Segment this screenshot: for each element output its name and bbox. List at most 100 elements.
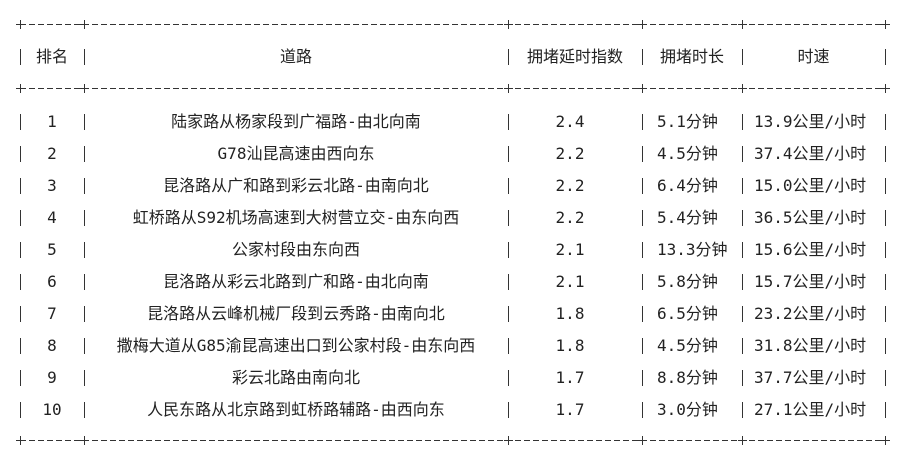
column-separator	[742, 146, 743, 162]
cell-rank: 4	[47, 208, 57, 227]
table-row: 4 虹桥路从S92机场高速到大树营立交-由东向西 2.2 5.4分钟 36.5公里/小时	[0, 202, 905, 234]
cell-duration: 6.5分钟	[657, 304, 718, 323]
cell-road: 人民东路从北京路到虹桥路辅路-由西向东	[147, 400, 445, 419]
column-separator	[508, 210, 509, 226]
header-row: 排名 道路 拥堵延时指数 拥堵时长 时速	[0, 41, 905, 73]
column-separator	[885, 338, 886, 354]
column-separator	[20, 242, 21, 258]
table-row: 9 彩云北路由南向北 1.7 8.8分钟 37.7公里/小时	[0, 362, 905, 394]
column-separator	[885, 242, 886, 258]
cell-road: 撒梅大道从G85渝昆高速出口到公家村段-由东向西	[116, 336, 476, 355]
cell-road: G78汕昆高速由西向东	[217, 144, 375, 163]
column-separator	[508, 242, 509, 258]
border-corner	[16, 436, 25, 445]
cell-rank: 8	[47, 336, 57, 355]
column-separator	[20, 146, 21, 162]
column-separator	[742, 114, 743, 130]
column-separator	[20, 306, 21, 322]
column-separator	[885, 370, 886, 386]
cell-index: 1.7	[555, 400, 585, 419]
cell-index: 1.8	[555, 336, 585, 355]
cell-speed: 15.6公里/小时	[754, 240, 867, 259]
header-road: 道路	[279, 47, 312, 66]
cell-rank: 7	[47, 304, 57, 323]
cell-duration: 3.0分钟	[657, 400, 718, 419]
column-separator	[20, 210, 21, 226]
border-corner	[738, 20, 747, 29]
table-row: 8 撒梅大道从G85渝昆高速出口到公家村段-由东向西 1.8 4.5分钟 31.8公里/…	[0, 330, 905, 362]
column-separator	[742, 242, 743, 258]
column-separator	[20, 402, 21, 418]
cell-speed: 23.2公里/小时	[754, 304, 867, 323]
border-corner	[638, 84, 647, 93]
column-separator	[885, 178, 886, 194]
column-separator	[508, 178, 509, 194]
header-rank: 排名	[35, 47, 68, 66]
column-separator	[742, 338, 743, 354]
border-corner	[638, 436, 647, 445]
column-separator	[20, 178, 21, 194]
cell-duration: 5.4分钟	[657, 208, 718, 227]
column-separator	[885, 114, 886, 130]
border-corner	[504, 20, 513, 29]
cell-duration: 4.5分钟	[657, 144, 718, 163]
cell-duration: 8.8分钟	[657, 368, 718, 387]
border-corner	[16, 20, 25, 29]
cell-index: 2.2	[555, 208, 585, 227]
column-separator	[508, 274, 509, 290]
column-separator	[20, 338, 21, 354]
column-separator	[20, 49, 21, 65]
column-separator	[642, 242, 643, 258]
cell-speed: 15.0公里/小时	[754, 176, 867, 195]
border-corner	[881, 84, 890, 93]
column-separator	[742, 370, 743, 386]
cell-index: 1.7	[555, 368, 585, 387]
cell-road: 昆洛路从彩云北路到广和路-由北向南	[163, 272, 429, 291]
table-border	[20, 440, 885, 441]
cell-duration: 6.4分钟	[657, 176, 718, 195]
cell-rank: 5	[47, 240, 57, 259]
table-row: 3 昆洛路从广和路到彩云北路-由南向北 2.2 6.4分钟 15.0公里/小时	[0, 170, 905, 202]
column-separator	[642, 338, 643, 354]
cell-rank: 3	[47, 176, 57, 195]
border-corner	[738, 84, 747, 93]
column-separator	[885, 210, 886, 226]
column-separator	[20, 274, 21, 290]
table-row: 1 陆家路从杨家段到广福路-由北向南 2.4 5.1分钟 13.9公里/小时	[0, 106, 905, 138]
header-index: 拥堵延时指数	[526, 47, 623, 66]
cell-duration: 13.3分钟	[657, 240, 728, 259]
column-separator	[742, 274, 743, 290]
table-row: 5 公家村段由东向西 2.1 13.3分钟 15.6公里/小时	[0, 234, 905, 266]
table-row: 6 昆洛路从彩云北路到广和路-由北向南 2.1 5.8分钟 15.7公里/小时	[0, 266, 905, 298]
column-separator	[742, 402, 743, 418]
cell-road: 公家村段由东向西	[231, 240, 360, 259]
table-border	[20, 88, 885, 89]
column-separator	[508, 49, 509, 65]
column-separator	[642, 370, 643, 386]
cell-speed: 37.4公里/小时	[754, 144, 867, 163]
column-separator	[642, 146, 643, 162]
cell-duration: 4.5分钟	[657, 336, 718, 355]
column-separator	[508, 146, 509, 162]
border-corner	[80, 20, 89, 29]
column-separator	[508, 338, 509, 354]
column-separator	[742, 178, 743, 194]
cell-road: 彩云北路由南向北	[231, 368, 360, 387]
cell-duration: 5.1分钟	[657, 112, 718, 131]
cell-speed: 31.8公里/小时	[754, 336, 867, 355]
cell-duration: 5.8分钟	[657, 272, 718, 291]
header-speed: 时速	[797, 47, 830, 66]
column-separator	[742, 49, 743, 65]
border-corner	[738, 436, 747, 445]
column-separator	[508, 370, 509, 386]
cell-index: 1.8	[555, 304, 585, 323]
column-separator	[508, 402, 509, 418]
column-separator	[508, 306, 509, 322]
column-separator	[642, 402, 643, 418]
column-separator	[20, 114, 21, 130]
column-separator	[642, 210, 643, 226]
cell-rank: 10	[42, 400, 62, 419]
column-separator	[642, 274, 643, 290]
border-corner	[881, 436, 890, 445]
column-separator	[84, 402, 85, 418]
